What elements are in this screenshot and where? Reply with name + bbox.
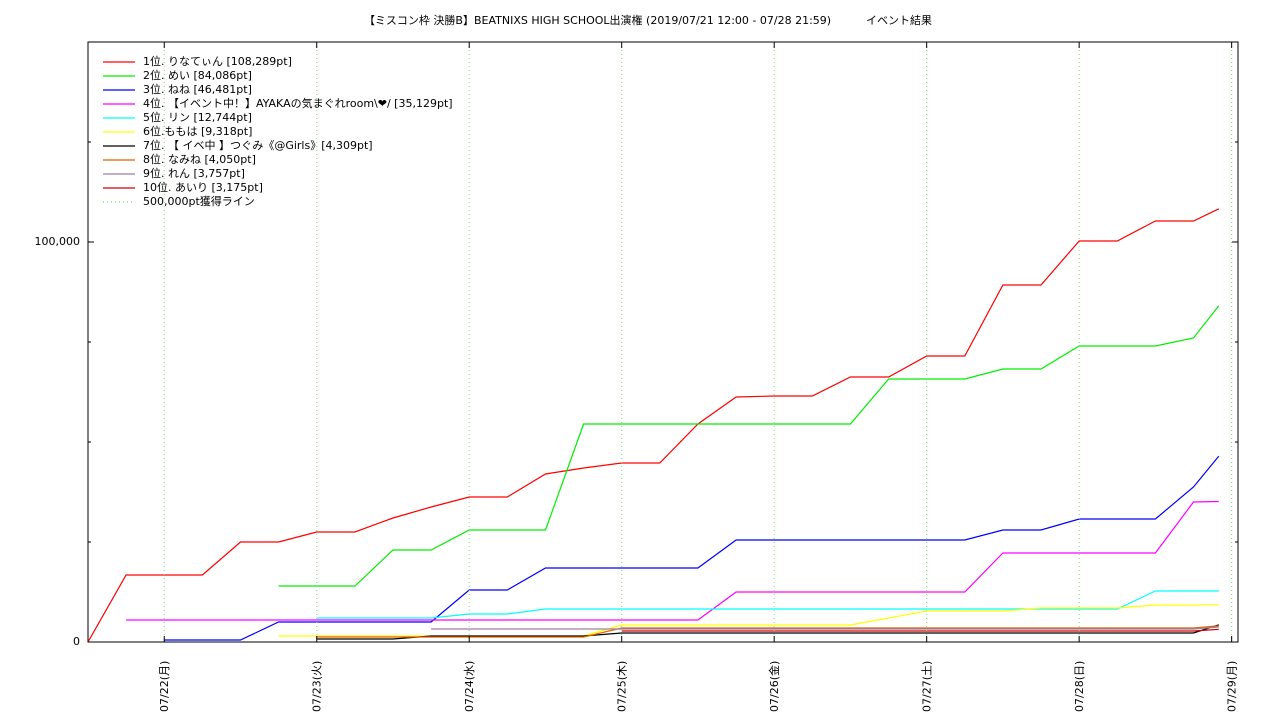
legend-label: 4位. 【イベント中！】AYAKAの気まぐれroom\❤/ [35,129pt] [143,96,453,110]
legend-label: 500,000pt獲得ライン [143,195,255,208]
y-tick-label: 0 [73,635,80,648]
x-tick-label: 07/25(木) [616,661,629,712]
legend-label: 8位. なみね [4,050pt] [143,152,256,166]
y-tick-label: 100,000 [35,235,81,248]
series-line [126,500,1219,621]
series-line [164,455,1220,641]
legend-label: 5位. リン [12,744pt] [143,110,252,124]
x-tick-label: 07/26(金) [767,661,781,712]
x-tick-label: 07/29(月) [1226,661,1239,712]
x-tick-label: 07/27(土) [921,661,934,712]
x-tick-label: 07/24(水) [463,661,476,712]
legend-label: 10位. あいり [3,175pt] [143,180,263,194]
x-tick-label: 07/23(火) [311,661,324,712]
series-line [431,626,1219,630]
legend-label: 7位. 【 イベ中 】つぐみ《@Girls》[4,309pt] [143,138,373,152]
legend-label: 2位. めい [84,086pt] [143,68,252,82]
x-tick-label: 07/28(日) [1073,661,1086,712]
chart-title: 【ミスコン枠 決勝B】BEATNIXS HIGH SCHOOL出演権 (2019… [364,13,932,27]
series-line [278,305,1220,587]
legend-label: 9位. れん [3,757pt] [143,166,245,180]
legend-label: 6位.ももは [9,318pt] [143,124,252,138]
plot-frame [87,41,1239,643]
legend-label: 1位. りなてぃん [108,289pt] [143,54,292,68]
x-tick-label: 07/22(月) [158,661,171,712]
series-line [88,208,1220,642]
legend-label: 3位. ねね [46,481pt] [143,82,252,96]
